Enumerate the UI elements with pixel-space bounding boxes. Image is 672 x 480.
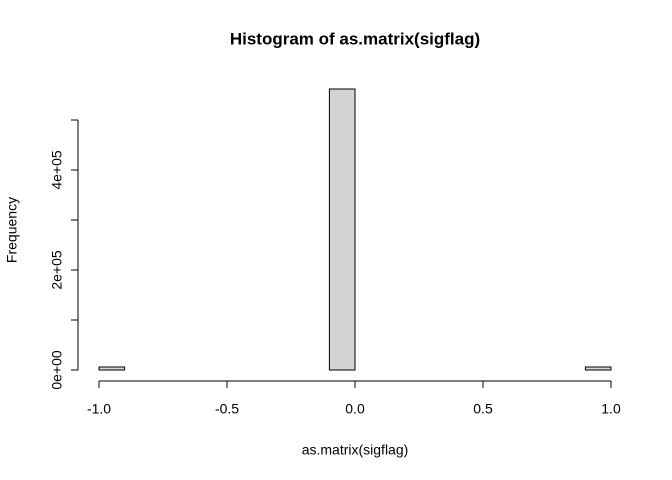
y-tick-label: 2e+05 xyxy=(49,250,65,290)
x-tick-label: 0.5 xyxy=(473,401,493,417)
chart-title: Histogram of as.matrix(sigflag) xyxy=(230,29,480,48)
x-tick-label: -0.5 xyxy=(215,401,239,417)
x-tick-label: 1.0 xyxy=(601,401,621,417)
x-axis-label: as.matrix(sigflag) xyxy=(302,442,409,458)
bar xyxy=(328,88,356,371)
y-axis-label: Frequency xyxy=(4,197,20,263)
bar xyxy=(98,366,126,371)
y-tick-label: 0e+00 xyxy=(49,350,65,390)
bar xyxy=(584,366,612,371)
x-tick-label: 0.0 xyxy=(345,401,365,417)
x-tick-label: -1.0 xyxy=(87,401,111,417)
y-tick-label: 4e+05 xyxy=(49,150,65,190)
